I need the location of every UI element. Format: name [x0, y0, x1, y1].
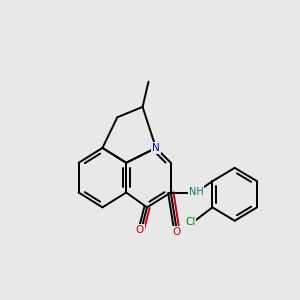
Text: Cl: Cl [185, 217, 195, 227]
Text: O: O [172, 227, 181, 237]
Text: O: O [136, 225, 144, 235]
Text: N: N [152, 143, 160, 153]
Text: NH: NH [189, 187, 203, 197]
